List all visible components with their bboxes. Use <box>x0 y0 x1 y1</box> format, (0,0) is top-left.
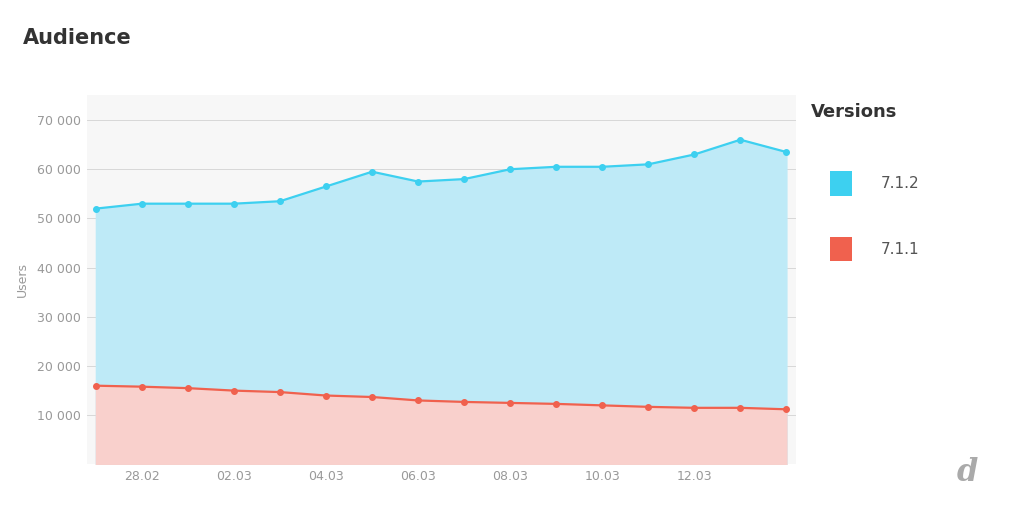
Y-axis label: Users: Users <box>16 263 29 297</box>
Text: Versions: Versions <box>810 103 897 121</box>
Text: d: d <box>956 457 977 488</box>
Text: 7.1.2: 7.1.2 <box>879 176 918 191</box>
FancyBboxPatch shape <box>829 171 852 196</box>
Text: 7.1.1: 7.1.1 <box>879 241 918 256</box>
Text: Audience: Audience <box>22 28 131 49</box>
FancyBboxPatch shape <box>829 237 852 261</box>
